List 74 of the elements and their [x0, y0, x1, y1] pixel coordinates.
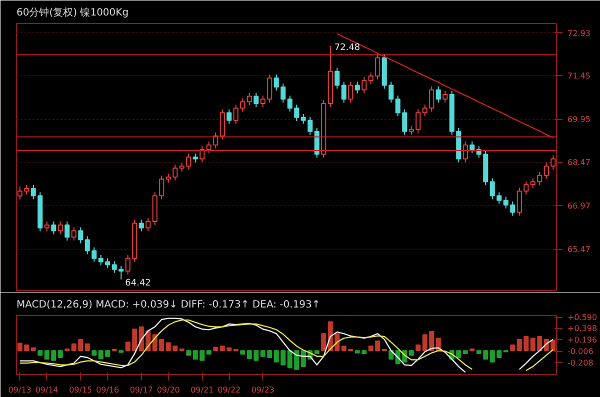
candlestick [78, 226, 84, 244]
candlestick [206, 140, 212, 154]
candlestick [362, 76, 367, 94]
candlestick [51, 221, 56, 235]
y-tick-label: 66.97 [568, 202, 590, 211]
bar [84, 343, 90, 352]
annotation: 64.42 [125, 278, 151, 288]
y-tick-label: -0.208 [568, 358, 594, 368]
candlestick [510, 201, 516, 216]
annotation: 72.48 [334, 42, 360, 53]
candlestick [524, 180, 529, 196]
bar [206, 350, 212, 355]
x-tick-label: 09/15 [69, 386, 92, 394]
candlestick [462, 140, 468, 163]
candlestick [246, 92, 252, 106]
candlestick [280, 83, 286, 104]
x-tick-label: 09/17 [130, 386, 153, 394]
x-tick-label: 09/23 [251, 386, 274, 394]
candlestick [348, 81, 354, 104]
y-tick-label: -0.006 [568, 347, 594, 356]
y-tick-label: 72.93 [568, 28, 590, 38]
candlestick [220, 108, 225, 140]
candlestick [64, 221, 70, 242]
x-tick-label: 09/20 [156, 386, 180, 394]
bar [510, 344, 516, 352]
x-tick-label: 09/16 [96, 386, 120, 394]
candlestick [146, 218, 151, 232]
candlestick [314, 127, 320, 158]
candlestick [213, 132, 218, 149]
candlestick [58, 221, 63, 235]
candlestick [354, 81, 360, 94]
bar [388, 350, 394, 360]
y-tick-label: 71.45 [568, 72, 590, 81]
x-tick-label: 09/13 [8, 386, 32, 394]
x-tick-label: 09/21 [190, 386, 214, 394]
y-tick-label: +0.398 [568, 324, 598, 334]
x-tick-label: 09/22 [218, 386, 241, 394]
bar [38, 350, 43, 356]
bar [321, 333, 326, 352]
candlestick [254, 92, 259, 108]
candlestick [200, 146, 205, 163]
bar [58, 350, 63, 358]
x-tick-label: 09/14 [35, 386, 58, 394]
bar [314, 350, 320, 354]
candlestick [436, 86, 441, 104]
y-tick-label: 65.47 [568, 245, 590, 254]
bar [240, 350, 246, 355]
candlestick [334, 67, 340, 90]
candlestick [44, 221, 50, 232]
bar [408, 350, 414, 356]
chart-title: MACD(12,26,9) MACD: +0.039↓ DIFF: -0.173↑ DEA: -0.193↑ [16, 300, 320, 310]
candlestick [516, 187, 522, 216]
bar [186, 350, 192, 356]
chart-title: 60分钟(复权) 镍1000Kg [16, 6, 129, 18]
bar [213, 346, 218, 352]
y-tick-label: 68.47 [568, 158, 590, 168]
bar [30, 347, 36, 352]
candlestick [503, 196, 508, 209]
candlestick [368, 72, 374, 85]
candlestick [375, 52, 380, 80]
bar [416, 344, 421, 352]
bar [462, 350, 468, 354]
candlestick [71, 226, 76, 242]
bar [92, 350, 97, 356]
candlestick [470, 140, 475, 154]
y-tick-label: +0.196 [568, 336, 598, 345]
candlestick [274, 74, 279, 91]
y-tick-label: +0.590 [568, 313, 598, 322]
candlestick [442, 90, 448, 104]
candlestick [341, 81, 346, 104]
y-tick-label: 69.95 [568, 115, 590, 124]
candlestick [226, 108, 232, 124]
candlestick [138, 219, 144, 232]
candlestick [24, 184, 30, 196]
